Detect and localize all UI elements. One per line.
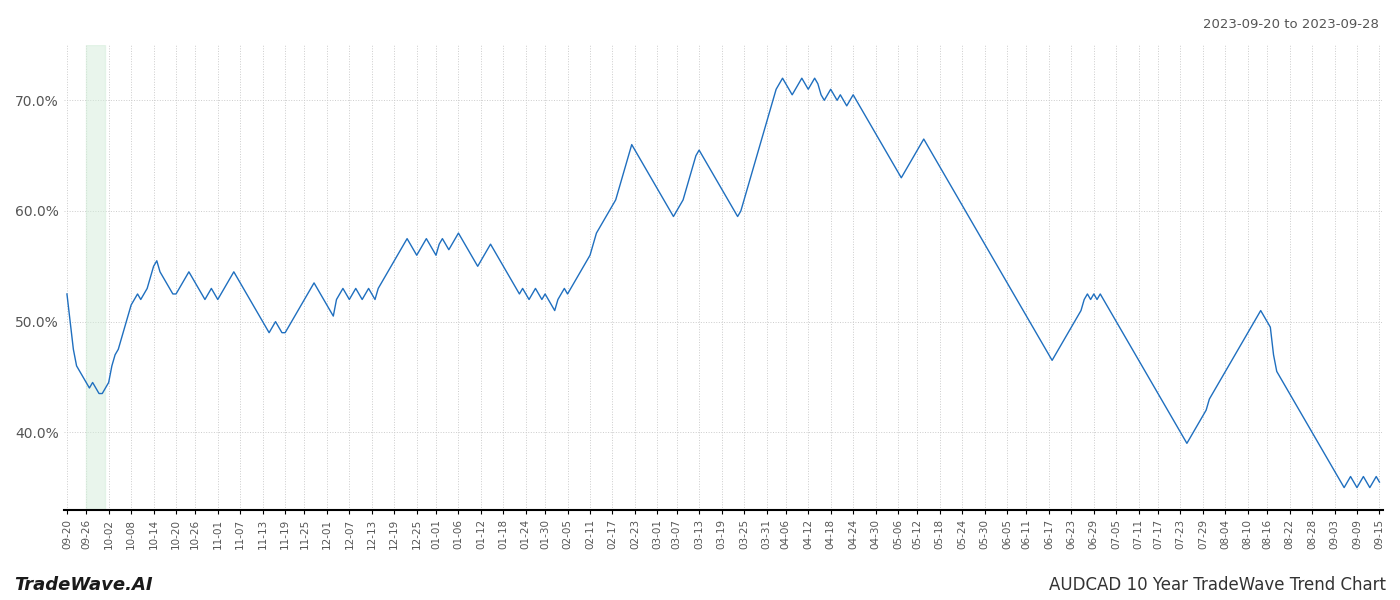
Text: TradeWave.AI: TradeWave.AI — [14, 576, 153, 594]
Text: AUDCAD 10 Year TradeWave Trend Chart: AUDCAD 10 Year TradeWave Trend Chart — [1049, 576, 1386, 594]
Text: 2023-09-20 to 2023-09-28: 2023-09-20 to 2023-09-28 — [1203, 18, 1379, 31]
Bar — [87, 45, 105, 510]
